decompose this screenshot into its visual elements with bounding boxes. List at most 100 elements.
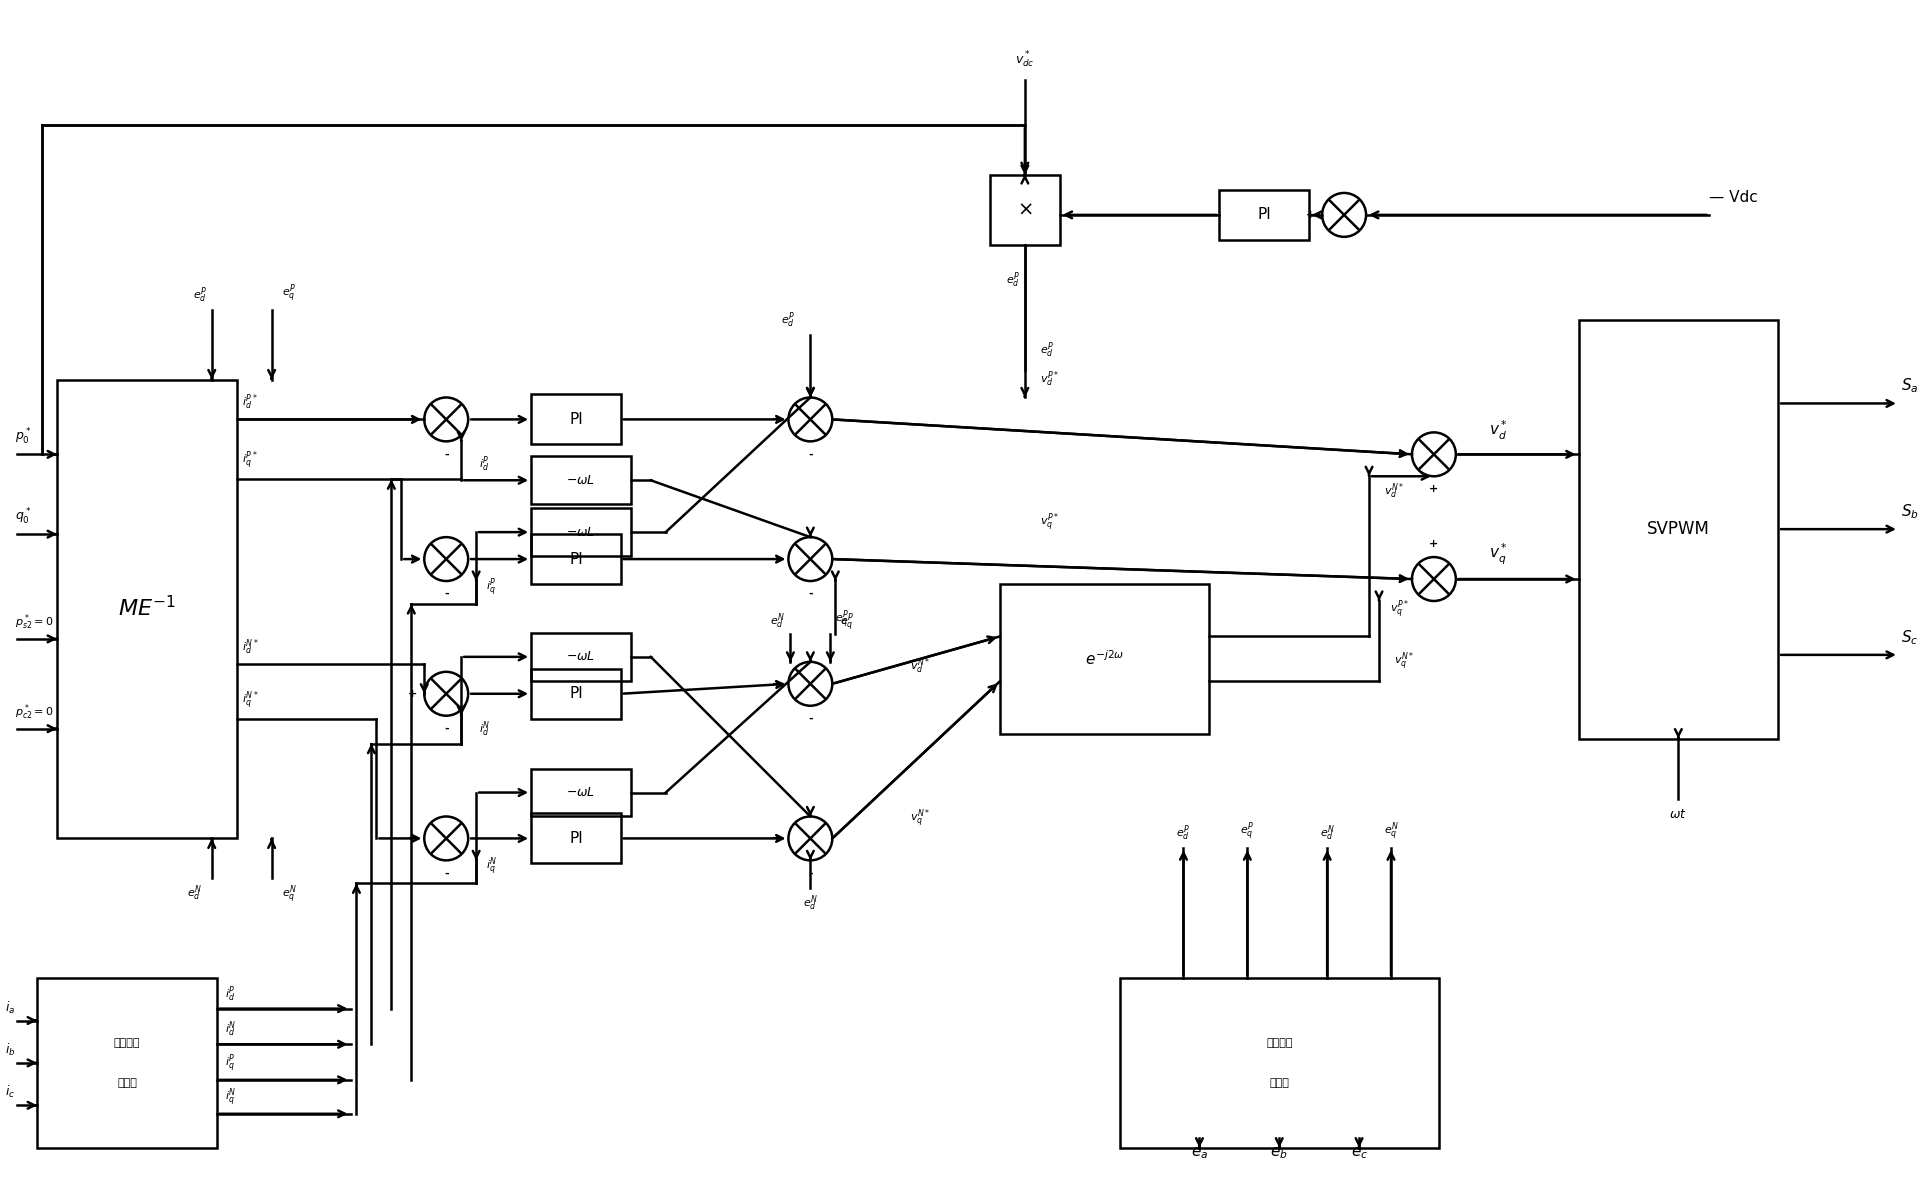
Text: -: - <box>807 449 813 459</box>
Text: 电流正负: 电流正负 <box>114 1038 141 1048</box>
Text: $i_a$: $i_a$ <box>6 1000 15 1015</box>
Text: -: - <box>807 868 813 879</box>
Text: $\times$: $\times$ <box>1017 201 1033 219</box>
Text: $e_q^P$: $e_q^P$ <box>1239 822 1254 843</box>
Text: 电压正负: 电压正负 <box>1266 1038 1291 1048</box>
Text: +: + <box>1428 539 1438 549</box>
Bar <box>531 395 620 445</box>
Text: -: - <box>444 868 448 879</box>
Text: $i_d^N$: $i_d^N$ <box>224 1020 235 1039</box>
Bar <box>1000 584 1208 734</box>
Text: $-\omega L$: $-\omega L$ <box>565 526 594 539</box>
Text: +: + <box>407 415 417 424</box>
Text: -: - <box>807 589 813 599</box>
Text: $i_d^N$: $i_d^N$ <box>479 719 490 738</box>
Bar <box>1218 190 1309 240</box>
Text: $i_d^P$: $i_d^P$ <box>479 454 490 474</box>
Text: $v_d^{N*}$: $v_d^{N*}$ <box>1384 482 1403 501</box>
Text: $e_d^P$: $e_d^P$ <box>1175 824 1191 843</box>
Text: $S_a$: $S_a$ <box>1899 377 1916 396</box>
Text: $e^{-j2\omega}$: $e^{-j2\omega}$ <box>1085 649 1123 668</box>
Text: $v_d^*$: $v_d^*$ <box>1488 420 1507 442</box>
Bar <box>990 175 1060 245</box>
Text: -: - <box>807 713 813 724</box>
Text: $e_q^P$: $e_q^P$ <box>840 611 853 634</box>
Text: $i_d^{P*}$: $i_d^{P*}$ <box>241 392 257 413</box>
Bar <box>58 379 237 838</box>
Text: $p_{s2}^*=0$: $p_{s2}^*=0$ <box>15 612 54 631</box>
Text: SVPWM: SVPWM <box>1646 520 1708 539</box>
Text: $-\omega L$: $-\omega L$ <box>565 650 594 663</box>
Text: $i_d^{N*}$: $i_d^{N*}$ <box>241 637 259 656</box>
Text: $v_q^{N*}$: $v_q^{N*}$ <box>1393 652 1413 673</box>
Text: $e_d^P$: $e_d^P$ <box>1038 340 1054 359</box>
Bar <box>531 534 620 584</box>
Bar <box>531 457 631 504</box>
Text: $p_0^*$: $p_0^*$ <box>15 427 31 447</box>
Text: +: + <box>772 679 780 688</box>
Text: $e_q^N$: $e_q^N$ <box>1382 822 1397 843</box>
Text: $i_q^P$: $i_q^P$ <box>486 577 496 599</box>
Text: -: - <box>444 724 448 734</box>
Text: -: - <box>444 449 448 459</box>
Text: $i_q^{P*}$: $i_q^{P*}$ <box>241 451 257 472</box>
Text: $e_d^N$: $e_d^N$ <box>770 611 786 631</box>
Text: $e_a$: $e_a$ <box>1191 1146 1208 1162</box>
Text: +: + <box>1395 449 1403 459</box>
Text: $e_d^N$: $e_d^N$ <box>803 893 818 913</box>
Text: -: - <box>1374 210 1380 220</box>
Text: +: + <box>772 415 780 424</box>
Text: PI: PI <box>569 411 583 427</box>
Bar <box>531 813 620 863</box>
Text: PI: PI <box>569 831 583 845</box>
Text: $e_d^P$: $e_d^P$ <box>1006 270 1019 290</box>
Text: — Vdc: — Vdc <box>1708 190 1756 205</box>
Text: +: + <box>407 554 417 564</box>
Text: $\omega t$: $\omega t$ <box>1669 809 1687 822</box>
Text: +: + <box>407 688 417 699</box>
Text: $i_q^N$: $i_q^N$ <box>224 1087 235 1109</box>
Text: PI: PI <box>569 686 583 702</box>
Text: $e_q^P$: $e_q^P$ <box>836 609 849 631</box>
Text: PI: PI <box>1256 207 1270 222</box>
Text: $S_b$: $S_b$ <box>1899 503 1918 521</box>
Text: $-\omega L$: $-\omega L$ <box>565 473 594 486</box>
Text: $e_d^N$: $e_d^N$ <box>1318 824 1334 843</box>
Bar <box>37 979 216 1147</box>
Text: $e_d^P$: $e_d^P$ <box>782 310 795 329</box>
Text: $i_d^P$: $i_d^P$ <box>224 984 235 1004</box>
Text: $-\omega L$: $-\omega L$ <box>565 786 594 799</box>
Text: 序检测: 序检测 <box>1268 1078 1289 1088</box>
Text: $i_q^N$: $i_q^N$ <box>486 856 498 879</box>
Text: $e_d^N$: $e_d^N$ <box>187 883 201 902</box>
Text: $v_d^{N*}$: $v_d^{N*}$ <box>909 656 930 675</box>
Text: $e_b$: $e_b$ <box>1270 1146 1287 1162</box>
Text: $v_q^*$: $v_q^*$ <box>1488 542 1507 567</box>
Text: $v_{dc}^*$: $v_{dc}^*$ <box>1015 50 1034 70</box>
Text: $i_q^{N*}$: $i_q^{N*}$ <box>241 690 259 712</box>
Text: +: + <box>772 833 780 843</box>
Text: $v_q^{P*}$: $v_q^{P*}$ <box>1040 512 1060 534</box>
Text: $p_{c2}^*=0$: $p_{c2}^*=0$ <box>15 702 54 722</box>
Text: PI: PI <box>569 552 583 567</box>
Bar <box>531 669 620 718</box>
Bar <box>531 633 631 681</box>
Text: $e_d^P$: $e_d^P$ <box>193 285 207 304</box>
Text: $i_c$: $i_c$ <box>6 1084 15 1100</box>
Text: $e_q^N$: $e_q^N$ <box>282 883 297 906</box>
Text: -: - <box>444 589 448 599</box>
Text: $S_c$: $S_c$ <box>1899 628 1916 647</box>
Text: $ME^{-1}$: $ME^{-1}$ <box>118 597 176 622</box>
Text: +: + <box>1395 574 1403 584</box>
Bar <box>1577 320 1778 738</box>
Text: +: + <box>1428 484 1438 495</box>
Text: $v_q^{N*}$: $v_q^{N*}$ <box>909 809 930 830</box>
Text: $v_{q}^{P*}$: $v_{q}^{P*}$ <box>1390 599 1407 621</box>
Text: +: + <box>772 554 780 564</box>
Bar <box>531 508 631 556</box>
Text: $e_c$: $e_c$ <box>1349 1146 1366 1162</box>
Text: $v_d^{P*}$: $v_d^{P*}$ <box>1040 370 1060 390</box>
Text: $i_q^P$: $i_q^P$ <box>224 1052 235 1075</box>
Bar <box>531 768 631 817</box>
Text: $q_0^*$: $q_0^*$ <box>15 507 31 527</box>
